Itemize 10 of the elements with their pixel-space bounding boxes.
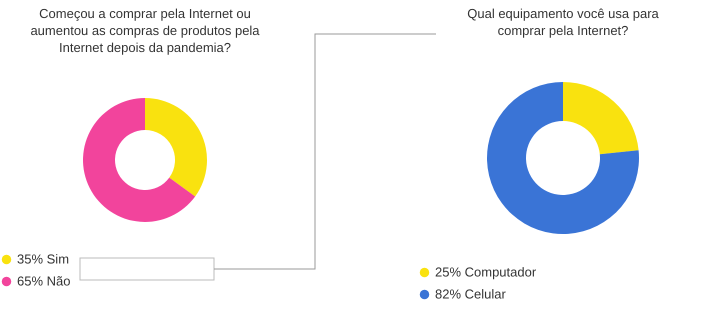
legend-label: 82% Celular xyxy=(435,286,506,302)
chart-title: Começou a comprar pela Internet ou aumentou as compras de produtos pela Internet depois da pandemia? xyxy=(30,6,260,55)
donut-slice xyxy=(563,82,639,154)
chart-title: Qual equipamento você usa para comprar pela Internet? xyxy=(467,6,660,38)
legend-label: 25% Computador xyxy=(435,264,537,280)
donut-slice xyxy=(487,82,639,234)
donut-slice xyxy=(145,98,207,196)
legend-label: 65% Não xyxy=(17,274,70,288)
legend-label: 35% Sim xyxy=(17,252,70,266)
donut-slice xyxy=(83,98,196,222)
